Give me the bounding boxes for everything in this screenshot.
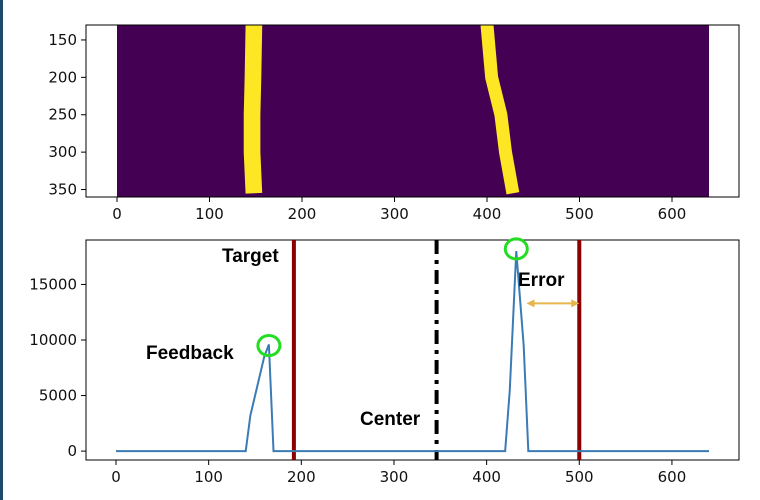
- line-x-tick-label: 100: [194, 468, 223, 486]
- line-y-tick-label: 15000: [29, 275, 77, 293]
- heatmap-y-tick-label: 200: [48, 68, 77, 86]
- line-chart-axes-frame: [85, 239, 740, 461]
- line-x-tick-label: 300: [380, 468, 409, 486]
- heatmap-x-tick-label: 0: [112, 205, 122, 223]
- heatmap-x-tick-label: 500: [565, 205, 594, 223]
- annotation-center: Center: [360, 409, 421, 430]
- heatmap-axes-frame: [85, 24, 740, 198]
- line-x-tick-label: 600: [658, 468, 687, 486]
- second-peak-marker: [503, 237, 529, 261]
- line-y-tick-label: 10000: [29, 331, 77, 349]
- lane-heatmap: 0 100 200 300 400 500 600 150 200 250 300 350: [48, 24, 740, 223]
- heatmap-background: [117, 25, 709, 197]
- line-x-tick-label: 200: [287, 468, 316, 486]
- heatmap-y-tick-label: 250: [48, 106, 77, 124]
- line-x-tick-label: 500: [565, 468, 594, 486]
- heatmap-y-tick-label: 300: [48, 143, 77, 161]
- heatmap-x-tick-label: 400: [473, 205, 502, 223]
- lane-stripe-1: [243, 24, 263, 194]
- left-border-strip: [0, 0, 3, 500]
- error-arrow-head-left: [526, 299, 535, 308]
- annotation-error: Error: [518, 270, 565, 291]
- heatmap-y-tick-label: 350: [48, 181, 77, 199]
- heatmap-x-tick-label: 300: [380, 205, 409, 223]
- error-arrow-head-right: [571, 299, 580, 308]
- line-x-tick-label: 0: [111, 468, 121, 486]
- heatmap-y-tick-label: 150: [48, 31, 77, 49]
- line-x-tick-label: 400: [472, 468, 501, 486]
- lane-stripe-2: [480, 24, 520, 195]
- heatmap-x-tick-label: 100: [195, 205, 224, 223]
- histogram-series-line: [116, 251, 709, 453]
- line-y-tick-label: 5000: [39, 387, 77, 405]
- heatmap-x-tick-label: 600: [658, 205, 687, 223]
- histogram-line-chart: 0 100 200 300 400 500 600 0 5000 10000 15000 Targ…: [29, 237, 740, 486]
- annotation-feedback: Feedback: [146, 343, 234, 364]
- heatmap-x-tick-label: 200: [288, 205, 317, 223]
- line-y-tick-label: 0: [67, 442, 77, 460]
- feedback-peak-marker: [256, 334, 282, 358]
- annotation-target: Target: [222, 246, 279, 267]
